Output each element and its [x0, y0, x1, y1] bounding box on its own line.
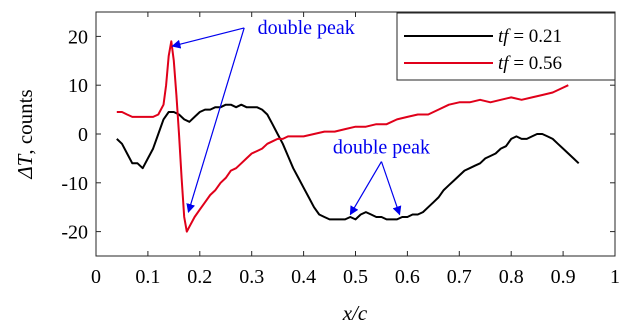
y-tick-label: -10	[61, 173, 88, 195]
annotation-label-1: double peak	[258, 17, 355, 39]
legend-label-1-value: = 0.21	[509, 26, 562, 47]
legend: tf = 0.21 tf = 0.56	[396, 12, 616, 81]
series-line-2	[116, 40, 569, 233]
y-axis-title-symbol: ΔT	[13, 153, 37, 179]
annotation-arrow	[186, 27, 245, 213]
annotation-arrow	[171, 27, 245, 49]
y-tick-label: -20	[61, 222, 88, 244]
y-tick-label: 20	[68, 26, 88, 48]
annotation-arrow	[349, 161, 382, 216]
legend-label-2-value: = 0.56	[509, 53, 562, 74]
annotation-arrow	[380, 161, 402, 216]
x-tick-label: 0	[91, 266, 101, 288]
x-axis-title: x/c	[342, 301, 368, 325]
series-line-1	[116, 103, 580, 221]
x-tick-label: 1	[610, 266, 620, 288]
tick-layer: 0 0.1 0.2 0.3 0.4 0.5 0.6 0.7 0.8 0.9 1 -20 -10 0 10 20	[61, 12, 620, 288]
x-tick-label: 0.4	[291, 266, 316, 288]
y-tick-label: 10	[68, 75, 88, 97]
series-layer	[116, 40, 580, 233]
legend-label-2-var: tf	[498, 53, 511, 74]
x-tick-label: 0.5	[343, 266, 368, 288]
x-tick-label: 0.3	[239, 266, 264, 288]
x-tick-label: 0.7	[447, 266, 472, 288]
annotation-label-2: double peak	[333, 137, 430, 159]
y-tick-label: 0	[78, 124, 88, 146]
legend-label-2: tf = 0.56	[498, 53, 562, 74]
legend-box	[396, 12, 616, 81]
x-tick-label: 0.1	[135, 266, 160, 288]
x-tick-label: 0.8	[499, 266, 524, 288]
x-tick-label: 0.6	[395, 266, 420, 288]
x-tick-label: 0.9	[551, 266, 576, 288]
y-axis-title-suffix: , counts	[13, 89, 37, 154]
legend-label-1-var: tf	[498, 26, 511, 47]
y-axis-title: ΔT, counts	[13, 89, 37, 179]
annotation-layer: double peak double peak	[171, 17, 430, 216]
legend-label-1: tf = 0.21	[498, 26, 562, 47]
x-tick-label: 0.2	[187, 266, 212, 288]
